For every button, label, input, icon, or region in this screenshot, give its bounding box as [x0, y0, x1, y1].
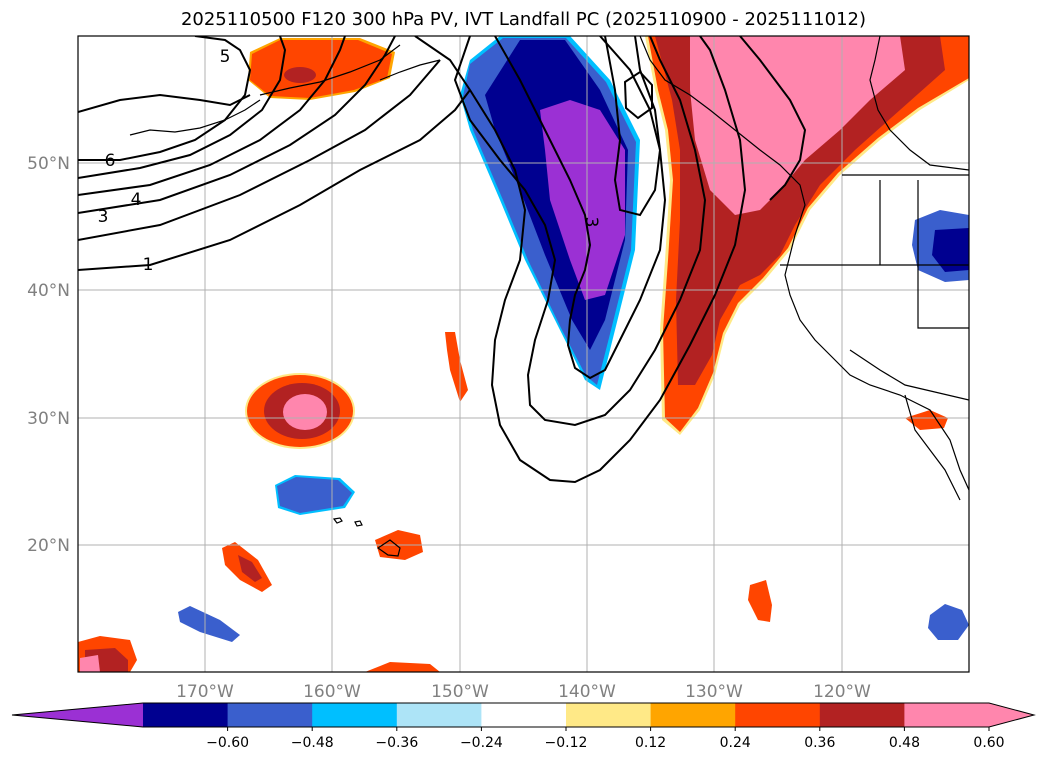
colorbar-segment: [227, 703, 313, 727]
negative-anomaly-trough: [460, 36, 640, 390]
negative-anomaly-subtropics: [178, 210, 969, 642]
map-frame: [77, 35, 970, 673]
lat-label: 50°N: [27, 154, 70, 174]
colorbar-segment: [481, 703, 567, 727]
colorbar-tick-label: 0.60: [973, 735, 1004, 751]
lon-label: 120°W: [813, 682, 871, 702]
lon-label: 140°W: [558, 682, 616, 702]
colorbar-tick-label: 0.36: [804, 735, 835, 751]
colorbar-segment: [819, 703, 905, 727]
colorbar-tick-label: 0.12: [635, 735, 666, 751]
colorbar-outline: [11, 702, 1036, 728]
lon-label: 170°W: [176, 682, 234, 702]
contour-label: 1: [143, 255, 154, 275]
colorbar-tick-label: 0.24: [720, 735, 751, 751]
colorbar-segment: [650, 703, 736, 727]
contour-label: 3: [98, 207, 109, 227]
contour-label: 5: [220, 47, 231, 67]
colorbar-ticks: −0.60 −0.48 −0.36 −0.24 −0.12 0.12 0.24 0.36 0.4…: [206, 727, 1005, 751]
lon-label: 130°W: [685, 682, 743, 702]
colorbar-tick-label: −0.60: [206, 735, 249, 751]
graticule: [78, 36, 969, 672]
colorbar-extend-left: [12, 703, 143, 727]
positive-anomaly-alaska: [248, 38, 395, 100]
colorbar-tick-label: 0.48: [889, 735, 920, 751]
colorbar-tick-label: −0.48: [291, 735, 334, 751]
colorbar: [11, 702, 1036, 728]
pv-contours: [78, 36, 807, 484]
lon-label: 160°W: [303, 682, 361, 702]
lat-label: 20°N: [27, 536, 70, 556]
contour-label: 4: [131, 190, 142, 210]
colorbar-tick-label: −0.24: [460, 735, 503, 751]
colorbar-segment: [904, 703, 990, 727]
positive-anomaly-central-pacific: [245, 373, 355, 449]
longitude-labels: 170°W 160°W 150°W 140°W 130°W 120°W: [176, 682, 871, 702]
colorbar-segment: [396, 703, 482, 727]
lon-label: 150°W: [431, 682, 489, 702]
map-title: 2025110500 F120 300 hPa PV, IVT Landfall…: [180, 9, 867, 30]
colorbar-tick-label: −0.12: [545, 735, 588, 751]
latitude-labels: 50°N 40°N 30°N 20°N: [27, 154, 70, 556]
colorbar-segment: [566, 703, 652, 727]
lat-label: 30°N: [27, 409, 70, 429]
colorbar-segment: [735, 703, 821, 727]
map-plot-area: 5 6 4 3 1 3: [78, 36, 969, 672]
colorbar-segment: [143, 703, 229, 727]
colorbar-segment: [312, 703, 398, 727]
contour-label: 6: [105, 151, 116, 171]
colorbar-tick-label: −0.36: [375, 735, 418, 751]
contour-label: 3: [581, 217, 601, 228]
lat-label: 40°N: [27, 281, 70, 301]
coastlines: [129, 36, 969, 557]
contour-labels: 5 6 4 3 1 3: [98, 47, 601, 275]
colorbar-extend-right: [989, 703, 1034, 727]
